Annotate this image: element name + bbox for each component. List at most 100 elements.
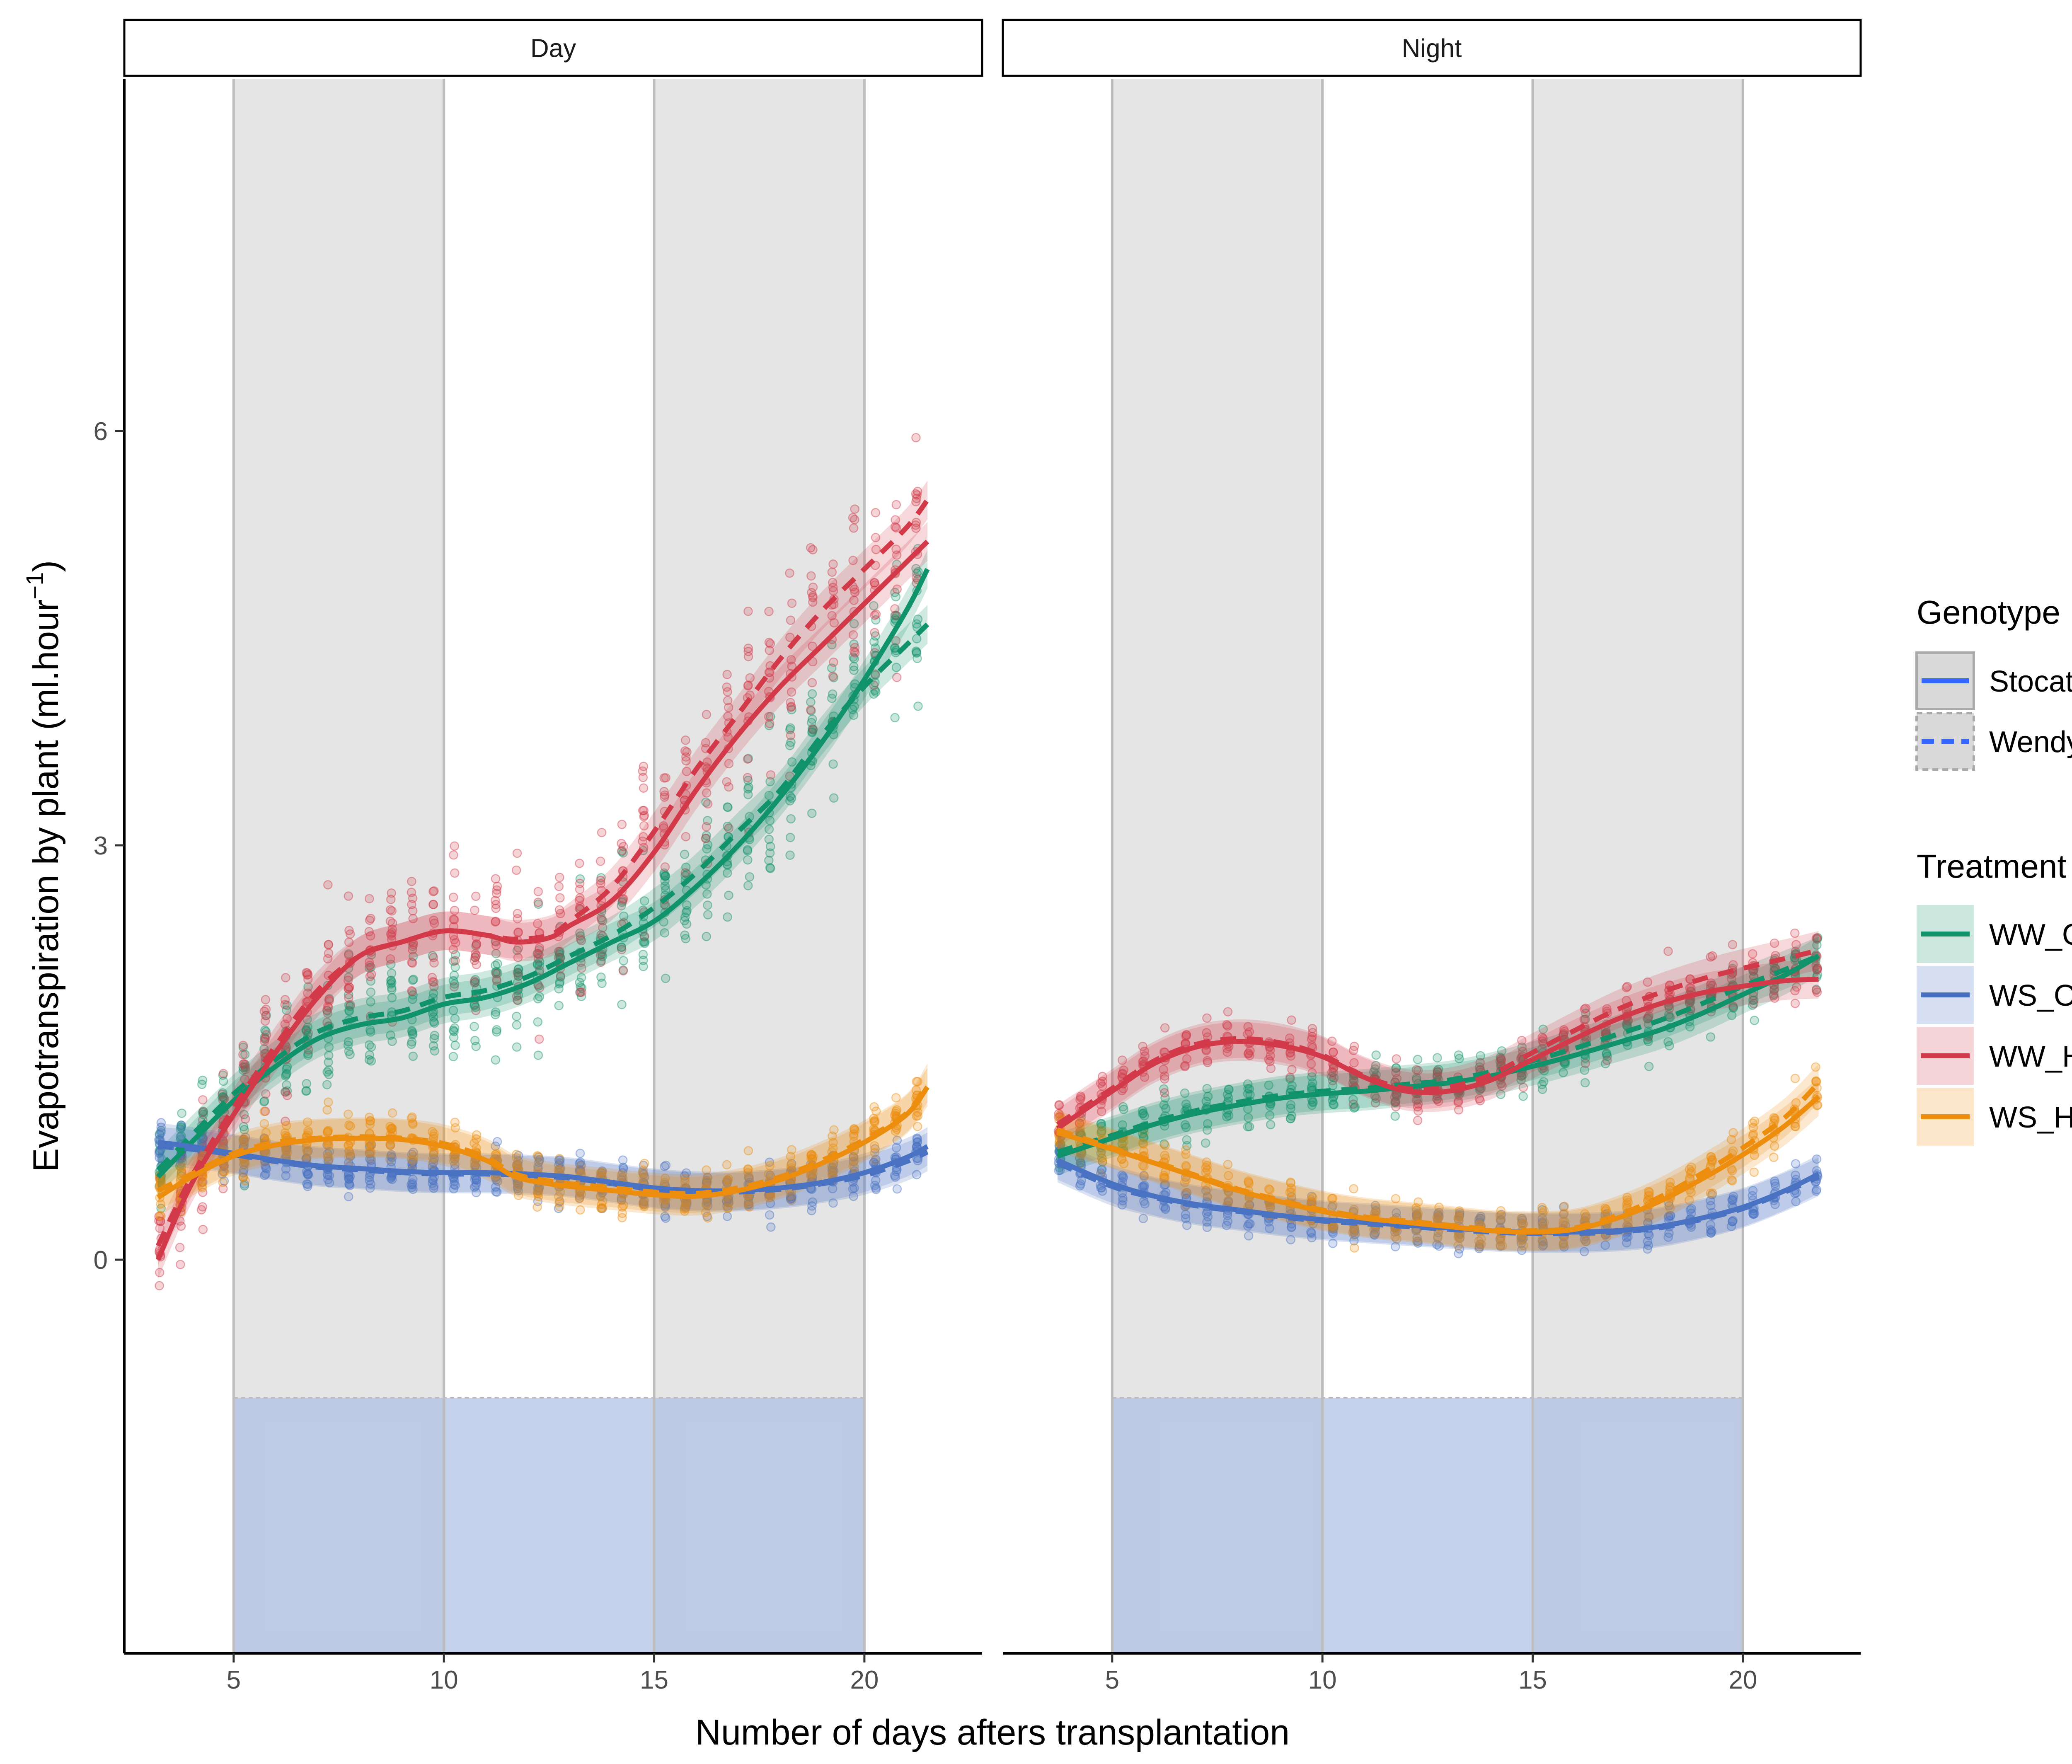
- data-point: [576, 1205, 585, 1215]
- genotype-key-label: Wendy: [1989, 726, 2072, 759]
- data-point: [722, 777, 731, 786]
- data-point: [343, 1040, 353, 1050]
- data-point: [681, 832, 691, 842]
- data-point: [281, 1116, 290, 1126]
- data-point: [365, 1176, 374, 1186]
- data-point: [282, 1091, 292, 1100]
- data-point: [303, 1014, 312, 1024]
- data-point: [597, 1167, 607, 1176]
- x-tick-label: 15: [640, 1666, 668, 1694]
- data-point: [807, 1201, 817, 1211]
- data-point: [491, 967, 501, 976]
- data-point: [324, 1171, 334, 1181]
- data-point: [491, 900, 501, 910]
- data-point: [427, 973, 437, 982]
- data-point: [408, 941, 418, 951]
- data-point: [387, 918, 397, 928]
- data-point: [911, 564, 921, 573]
- data-point: [344, 1006, 354, 1015]
- data-point: [282, 1062, 292, 1072]
- data-point: [491, 1182, 501, 1192]
- data-point: [218, 1138, 228, 1148]
- data-point: [869, 1158, 879, 1168]
- data-point: [364, 963, 374, 973]
- data-point: [618, 894, 627, 904]
- data-point: [259, 1097, 269, 1107]
- data-point: [198, 1107, 208, 1117]
- data-point: [1201, 1138, 1210, 1148]
- data-point: [492, 885, 502, 895]
- data-point: [491, 903, 501, 913]
- data-point: [344, 1171, 353, 1181]
- data-point: [156, 1122, 166, 1132]
- data-point: [534, 950, 544, 960]
- data-point: [764, 856, 774, 865]
- data-point: [175, 1161, 185, 1171]
- data-point: [703, 910, 713, 920]
- data-point: [470, 978, 480, 987]
- data-point: [513, 1161, 523, 1171]
- data-point: [556, 909, 565, 918]
- data-point: [702, 1178, 712, 1188]
- data-point: [554, 984, 564, 994]
- data-point: [535, 983, 545, 992]
- data-point: [807, 808, 817, 818]
- data-point: [871, 1183, 881, 1193]
- data-point: [681, 736, 690, 745]
- data-point: [848, 704, 857, 714]
- data-point: [408, 995, 417, 1004]
- data-point: [660, 790, 670, 800]
- data-point: [787, 598, 797, 608]
- data-point: [344, 1000, 354, 1010]
- data-point: [470, 976, 479, 986]
- data-point: [681, 862, 691, 872]
- data-point: [533, 899, 543, 909]
- data-point: [238, 1043, 248, 1052]
- data-point: [785, 796, 795, 806]
- data-point: [639, 811, 649, 820]
- data-point: [450, 1176, 459, 1186]
- data-point: [639, 806, 649, 815]
- data-point: [891, 544, 901, 554]
- data-point: [869, 578, 879, 588]
- data-point: [787, 661, 796, 671]
- data-point: [787, 705, 796, 714]
- data-point: [638, 1198, 648, 1208]
- data-point: [238, 1168, 248, 1178]
- data-point: [387, 985, 397, 995]
- data-point: [724, 1198, 733, 1207]
- data-point: [492, 1025, 501, 1035]
- data-point: [154, 1148, 164, 1158]
- data-point: [408, 1174, 418, 1184]
- data-point: [344, 1174, 354, 1184]
- data-point: [428, 951, 438, 961]
- data-point: [618, 1162, 628, 1172]
- data-point: [554, 946, 564, 956]
- data-point: [555, 1164, 564, 1174]
- x-tick-label: 10: [430, 1666, 458, 1694]
- data-point: [196, 1205, 206, 1215]
- data-point: [491, 968, 501, 977]
- data-point: [535, 965, 545, 975]
- data-point: [786, 655, 796, 665]
- x-tick-label: 15: [1518, 1666, 1547, 1694]
- data-point: [450, 1040, 460, 1050]
- data-point: [385, 954, 395, 964]
- data-point: [345, 1181, 355, 1191]
- data-point: [471, 1006, 481, 1015]
- data-point: [912, 1170, 922, 1180]
- data-point: [575, 987, 585, 997]
- data-point: [240, 1181, 249, 1191]
- x-tick-label: 5: [227, 1666, 241, 1694]
- data-point: [807, 1206, 816, 1215]
- data-point: [1433, 1053, 1442, 1062]
- data-point: [513, 990, 523, 1000]
- data-point: [766, 712, 775, 721]
- data-point: [471, 951, 481, 961]
- data-point: [512, 1160, 522, 1170]
- data-point: [428, 900, 438, 910]
- data-point: [429, 1183, 438, 1193]
- data-point: [513, 995, 522, 1005]
- data-point: [849, 1191, 858, 1201]
- data-point: [869, 601, 879, 611]
